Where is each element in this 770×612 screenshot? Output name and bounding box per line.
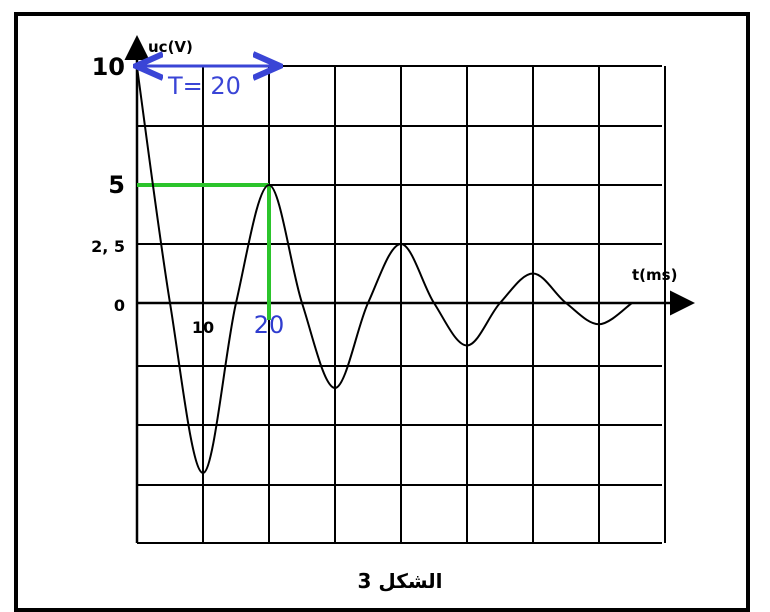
period-label: T= 20 bbox=[167, 72, 241, 100]
y-tick-label: 5 bbox=[108, 171, 125, 199]
y-tick-label: 0 bbox=[114, 296, 125, 315]
oscillation-curve bbox=[136, 66, 633, 474]
x-axis-label: t(ms) bbox=[632, 266, 677, 284]
guides bbox=[137, 183, 271, 320]
figure-caption: الشكل 3 bbox=[357, 569, 442, 593]
y-axis-label: uc(V) bbox=[148, 38, 193, 56]
x-tick-label: 10 bbox=[192, 318, 214, 337]
axes bbox=[124, 35, 695, 543]
y-tick-label: 2, 5 bbox=[91, 237, 125, 256]
marker-label: 20 bbox=[254, 311, 285, 339]
annotations: T= 20 20 bbox=[139, 66, 284, 339]
grid bbox=[136, 65, 666, 544]
y-tick-label: 10 bbox=[92, 53, 125, 81]
